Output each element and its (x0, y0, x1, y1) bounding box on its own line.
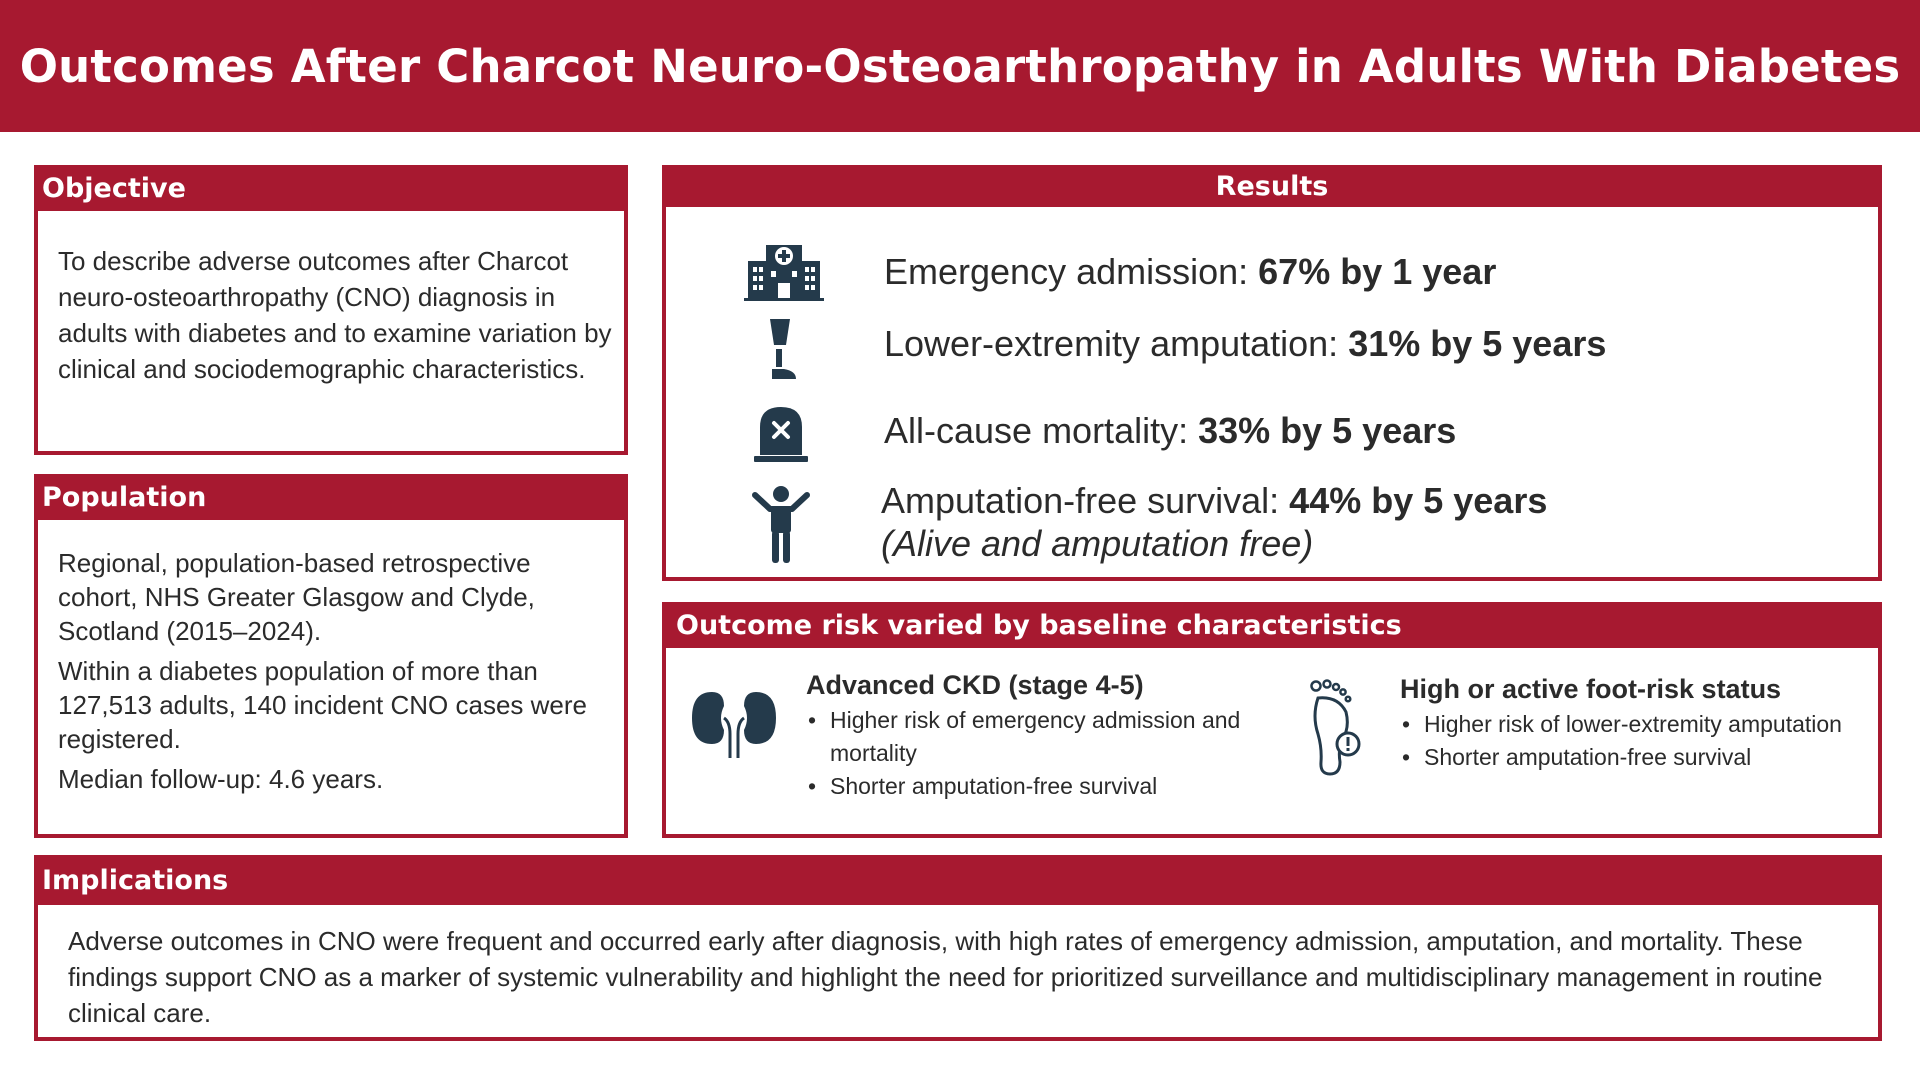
objective-heading: Objective (34, 165, 628, 211)
population-panel: Population Regional, population-based re… (34, 474, 628, 838)
risk-group-bullets: Higher risk of emergency admission and m… (806, 704, 1286, 803)
implications-text: Adverse outcomes in CNO were frequent an… (68, 926, 1823, 1028)
risk-group-bullets: Higher risk of lower-extremity amputatio… (1400, 708, 1870, 774)
risk-bullet: Higher risk of lower-extremity amputatio… (1400, 708, 1870, 741)
risk-group-title: Advanced CKD (stage 4-5) (806, 670, 1144, 700)
population-paragraph: Regional, population-based retrospective… (58, 548, 535, 646)
population-paragraph: Within a diabetes population of more tha… (58, 656, 587, 754)
implications-panel: Implications Adverse outcomes in CNO wer… (34, 855, 1882, 1041)
risk-bullet: Higher risk of emergency admission and m… (806, 704, 1286, 770)
title-banner: Outcomes After Charcot Neuro-Osteoarthro… (0, 0, 1920, 132)
risk-group-title: High or active foot-risk status (1400, 674, 1782, 704)
results-panel: Results Emergency admission: 67% by 1 ye… (662, 165, 1882, 581)
objective-panel: Objective To describe adverse outcomes a… (34, 165, 628, 455)
population-heading: Population (34, 474, 628, 520)
risk-bullet: Shorter amputation-free survival (806, 770, 1286, 803)
page-title: Outcomes After Charcot Neuro-Osteoarthro… (19, 39, 1901, 93)
result-amputation-free-survival: Amputation-free survival: 44% by 5 years (881, 480, 1548, 521)
risk-bullet: Shorter amputation-free survival (1400, 741, 1870, 774)
hospital-icon (744, 245, 824, 301)
tombstone-icon (754, 407, 808, 462)
result-mortality: All-cause mortality: 33% by 5 years (884, 410, 1457, 451)
objective-text: To describe adverse outcomes after Charc… (58, 246, 612, 384)
prosthetic-leg-icon (770, 319, 796, 379)
risk-panel: Outcome risk varied by baseline characte… (662, 602, 1882, 838)
result-amputation: Lower-extremity amputation: 31% by 5 yea… (884, 323, 1607, 364)
kidneys-icon (692, 692, 776, 758)
foot-alert-icon (1310, 679, 1361, 776)
implications-heading: Implications (34, 855, 1882, 905)
result-amputation-free-note: (Alive and amputation free) (881, 523, 1314, 564)
result-emergency-admission: Emergency admission: 67% by 1 year (884, 251, 1497, 292)
population-paragraph: Median follow-up: 4.6 years. (58, 764, 384, 794)
results-heading: Results (662, 165, 1882, 207)
risk-heading: Outcome risk varied by baseline characte… (662, 602, 1882, 648)
person-icon (752, 486, 810, 563)
